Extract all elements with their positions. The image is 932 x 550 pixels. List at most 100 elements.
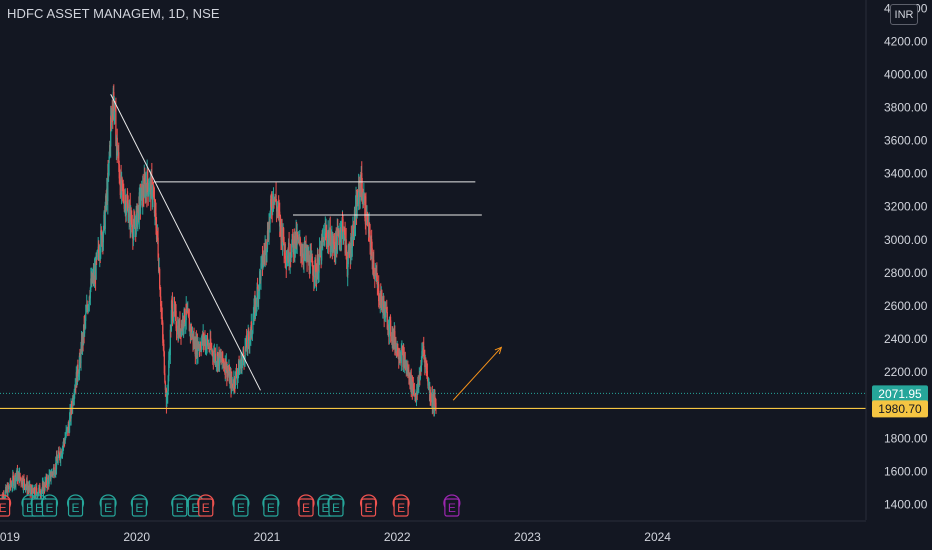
candle-body [36,488,38,493]
candle-body [347,264,349,276]
earnings-marker[interactable] [393,498,409,517]
candle-body [58,451,60,454]
earnings-marker-label: E [176,501,184,515]
candle-body [432,397,434,406]
candle-body [232,383,234,387]
candle-body [60,451,62,457]
candle-body [209,348,211,350]
candle-body [351,233,353,248]
earnings-marker[interactable] [67,498,84,517]
earnings-marker-label: E [26,501,34,515]
candle-body [297,234,299,238]
candle-body [162,336,164,340]
candle-body [168,355,170,361]
candle-body [163,343,165,352]
candle-body [179,320,181,335]
candle-body [371,239,373,249]
candle-body [79,355,81,357]
candle-body [296,234,298,246]
last-price-badge [872,385,928,403]
candle-body [185,303,187,311]
candle-body [300,247,302,256]
candle-body [104,210,106,229]
arrow-head-icon [494,346,503,355]
candle-body [208,345,210,349]
currency-button[interactable]: INR [890,4,918,25]
candle-body [242,351,245,356]
candle-body [187,310,189,315]
candle-body [66,429,68,431]
candle-body [197,341,199,356]
x-tick-label: 2023 [514,530,541,544]
candle-body [39,493,41,495]
candle-body [388,320,390,335]
candle-body [24,486,27,489]
candle-body [161,308,163,318]
candle-body [57,457,59,464]
candle-body [116,137,118,156]
earnings-marker[interactable] [328,498,344,517]
candle-body [206,337,209,342]
earnings-marker-label: E [104,501,112,515]
candle-body [19,477,22,479]
candle-body [364,195,366,218]
earnings-marker[interactable] [172,498,188,517]
candle-body [61,447,64,453]
candle-body [303,251,305,262]
candle-body [130,210,132,222]
candle-body [144,177,146,182]
candle-body [315,264,317,280]
candle-body [63,440,65,442]
time-axis[interactable]: 2019 2020 2021 2022 2023 2024 [0,530,671,544]
earnings-marker-label: E [237,501,245,515]
earnings-marker[interactable] [0,498,11,517]
earnings-marker[interactable] [360,498,377,517]
candle-body [24,484,26,489]
drawings[interactable] [0,94,866,410]
earnings-marker[interactable] [100,498,116,517]
candle-body [394,331,396,348]
candle-body [99,252,101,256]
support-price-badge [872,400,928,418]
candle-body [43,484,45,490]
candle-body [153,195,155,198]
earnings-marker[interactable] [131,498,147,517]
arrow-line[interactable] [452,346,502,401]
earnings-marker-label: E [397,501,405,515]
trendline[interactable] [110,94,261,391]
candle-body [268,221,270,240]
candle-body [223,362,225,367]
candle-body [159,269,161,289]
candle-body [402,351,405,367]
candle-body [414,393,417,398]
candle-body [226,362,228,378]
candle-body [97,250,99,252]
candle-body [290,256,292,258]
candle-body [314,260,316,278]
candle-body [366,217,368,224]
earnings-marker[interactable] [298,498,314,517]
earnings-marker[interactable] [444,498,460,517]
candle-body [32,488,34,493]
candle-body [128,217,130,222]
candle-body [378,301,380,304]
earnings-marker[interactable] [233,498,249,517]
candle-body [272,194,274,211]
candle-body [174,308,177,311]
candle-body [213,354,215,361]
candle-body [160,296,162,307]
candle-body [62,440,65,446]
candle-body [370,247,372,253]
candle-body [292,234,294,240]
earnings-marker-label: E [0,501,7,515]
candle-body [121,178,123,182]
candle-body [171,300,174,319]
earnings-marker[interactable] [198,498,214,517]
candle-body [377,284,379,288]
earnings-marker[interactable] [41,498,58,517]
candle-body [346,257,348,269]
earnings-marker[interactable] [263,498,279,517]
